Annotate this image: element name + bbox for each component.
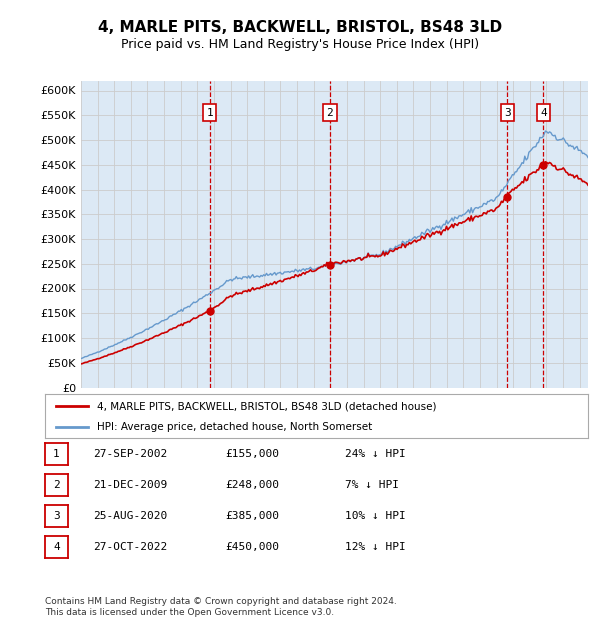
Text: £248,000: £248,000	[225, 480, 279, 490]
Text: 4: 4	[540, 108, 547, 118]
Text: £450,000: £450,000	[225, 542, 279, 552]
Text: 12% ↓ HPI: 12% ↓ HPI	[345, 542, 406, 552]
Text: 27-SEP-2002: 27-SEP-2002	[93, 449, 167, 459]
Text: 1: 1	[206, 108, 213, 118]
Text: 27-OCT-2022: 27-OCT-2022	[93, 542, 167, 552]
Text: 3: 3	[53, 511, 60, 521]
Text: 24% ↓ HPI: 24% ↓ HPI	[345, 449, 406, 459]
Text: 25-AUG-2020: 25-AUG-2020	[93, 511, 167, 521]
Text: Price paid vs. HM Land Registry's House Price Index (HPI): Price paid vs. HM Land Registry's House …	[121, 38, 479, 51]
Text: £385,000: £385,000	[225, 511, 279, 521]
Text: 1: 1	[53, 449, 60, 459]
Text: 7% ↓ HPI: 7% ↓ HPI	[345, 480, 399, 490]
Text: 2: 2	[53, 480, 60, 490]
Text: 2: 2	[326, 108, 333, 118]
Text: 10% ↓ HPI: 10% ↓ HPI	[345, 511, 406, 521]
Text: HPI: Average price, detached house, North Somerset: HPI: Average price, detached house, Nort…	[97, 422, 372, 432]
Text: 4, MARLE PITS, BACKWELL, BRISTOL, BS48 3LD: 4, MARLE PITS, BACKWELL, BRISTOL, BS48 3…	[98, 20, 502, 35]
Text: £155,000: £155,000	[225, 449, 279, 459]
Text: Contains HM Land Registry data © Crown copyright and database right 2024.
This d: Contains HM Land Registry data © Crown c…	[45, 598, 397, 617]
Text: 4, MARLE PITS, BACKWELL, BRISTOL, BS48 3LD (detached house): 4, MARLE PITS, BACKWELL, BRISTOL, BS48 3…	[97, 401, 436, 411]
Text: 4: 4	[53, 542, 60, 552]
Text: 3: 3	[504, 108, 511, 118]
Text: 21-DEC-2009: 21-DEC-2009	[93, 480, 167, 490]
